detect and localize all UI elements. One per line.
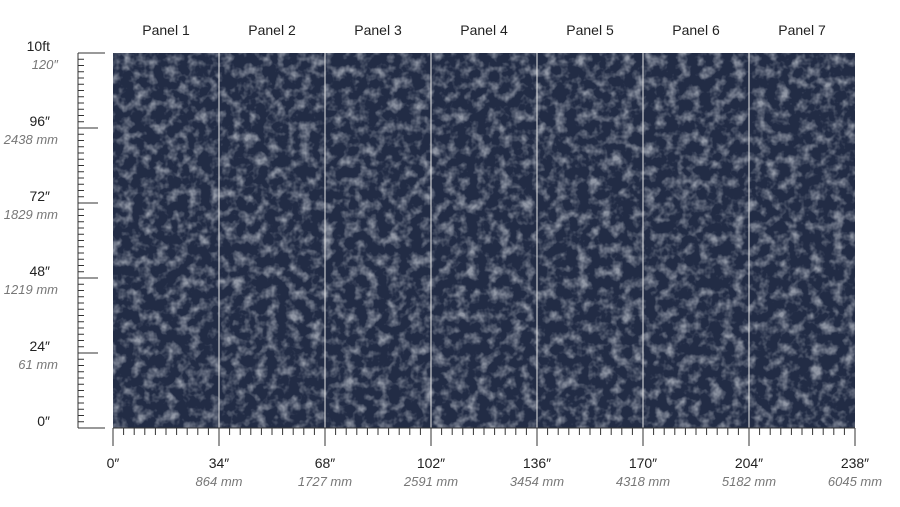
ruler-label: 0″ [107,455,120,471]
ruler-label: 170″ [629,455,657,471]
ruler-label: 48″ [29,263,50,279]
panel-label: Panel 7 [778,22,826,38]
ruler-label: 204″ [735,455,763,471]
ruler-label: 68″ [315,455,336,471]
ruler-label: 34″ [209,455,230,471]
ruler-label: 0″ [37,413,50,429]
ruler-label-mm: 120″ [32,57,59,72]
ruler-label: 102″ [417,455,445,471]
ruler-label-mm: 864 mm [196,474,243,489]
ruler-label-mm: 6045 mm [828,474,882,489]
panel-label: Panel 2 [248,22,296,38]
ruler-label-mm: 5182 mm [722,474,776,489]
ruler-label-mm: 1219 mm [4,282,58,297]
ruler-label-mm: 3454 mm [510,474,564,489]
ruler-label-mm: 2438 mm [3,132,58,147]
ruler-label-mm: 1829 mm [4,207,58,222]
ruler-label-mm: 4318 mm [616,474,670,489]
ruler-label: 136″ [523,455,551,471]
panel-label: Panel 3 [354,22,402,38]
ruler-label-mm: 1727 mm [298,474,352,489]
ruler-label: 96″ [29,113,50,129]
ruler-label-mm: 2591 mm [403,474,458,489]
panel-label: Panel 6 [672,22,720,38]
panel-label: Panel 5 [566,22,614,38]
ruler-label: 238″ [841,455,869,471]
panel-label: Panel 4 [460,22,508,38]
panel-label: Panel 1 [142,22,190,38]
ruler-label: 72″ [29,188,50,204]
ruler-label: 24″ [29,338,50,354]
wallpaper-texture [113,53,855,428]
ruler-label-mm: 61 mm [18,357,58,372]
ruler-label: 10ft [27,38,50,54]
